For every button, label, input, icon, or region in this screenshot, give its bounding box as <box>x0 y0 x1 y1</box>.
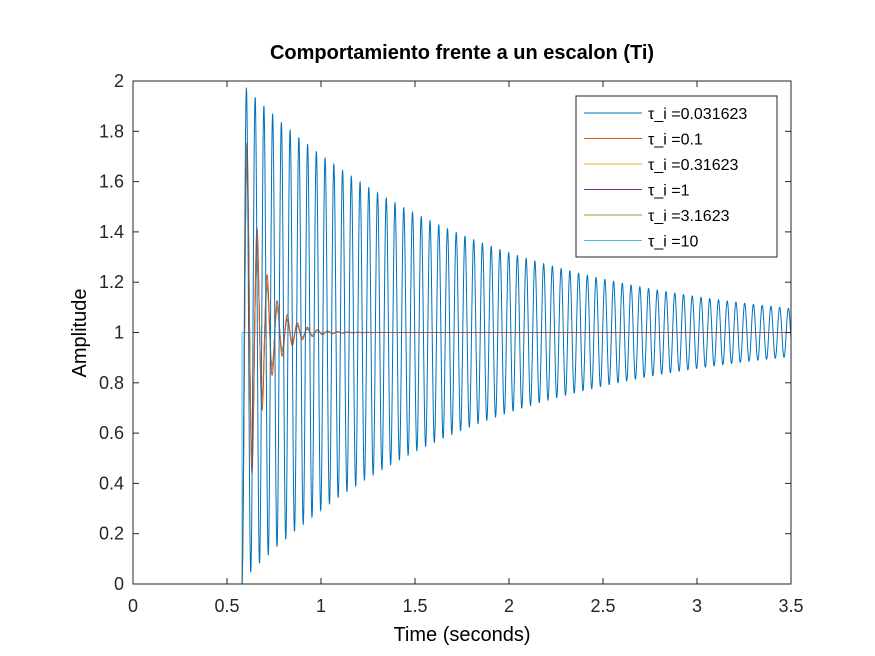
y-tick-label: 0.4 <box>99 473 124 493</box>
x-axis-label: Time (seconds) <box>393 624 530 646</box>
y-tick-label: 1 <box>114 323 124 343</box>
y-axis-label: Amplitude <box>69 289 91 378</box>
legend-label-3: τ_i =1 <box>648 183 690 200</box>
legend-label-1: τ_i =0.1 <box>648 132 703 149</box>
chart-title: Comportamiento frente a un escalon (Ti) <box>270 42 654 64</box>
y-tick-label: 1.2 <box>99 272 124 292</box>
legend-label-5: τ_i =10 <box>648 234 698 251</box>
legend-items: τ_i =0.031623 τ_i =0.1 τ_i =0.31623 τ_i =1 τ… <box>584 106 747 251</box>
x-tick-label: 1.5 <box>402 596 427 616</box>
legend-label-2: τ_i =0.31623 <box>648 157 739 174</box>
series-group <box>133 86 792 585</box>
y-tick-label: 1.6 <box>99 172 124 192</box>
x-tick-label: 0 <box>128 596 138 616</box>
legend-label-4: τ_i =3.1623 <box>648 208 730 225</box>
ticks-group: 0 0.5 1 1.5 2 2.5 3 3.5 0 0.2 0.4 0.6 0.8 1 1.2 1.4 1.6 1… <box>99 71 804 616</box>
y-tick-label: 1.8 <box>99 121 124 141</box>
series-line-1 <box>133 142 791 585</box>
y-tick-label: 2 <box>114 71 124 91</box>
x-tick-label: 2.5 <box>590 596 615 616</box>
x-tick-label: 2 <box>504 596 514 616</box>
legend: τ_i =0.031623 τ_i =0.1 τ_i =0.31623 τ_i =1 τ… <box>575 95 778 258</box>
series-line-0 <box>133 86 792 585</box>
y-tick-label: 0.6 <box>99 423 124 443</box>
y-tick-label: 1.4 <box>99 222 124 242</box>
y-tick-label: 0.8 <box>99 373 124 393</box>
y-tick-label: 0.2 <box>99 524 124 544</box>
x-tick-label: 3 <box>692 596 702 616</box>
x-tick-label: 3.5 <box>778 596 803 616</box>
legend-box <box>575 95 778 258</box>
legend-label-0: τ_i =0.031623 <box>648 106 747 123</box>
x-tick-label: 0.5 <box>214 596 239 616</box>
plot-area: 0 0.5 1 1.5 2 2.5 3 3.5 0 0.2 0.4 0.6 0.8 1 1.2 1.4 1.6 1… <box>99 71 804 616</box>
y-tick-label: 0 <box>114 574 124 594</box>
x-tick-label: 1 <box>316 596 326 616</box>
